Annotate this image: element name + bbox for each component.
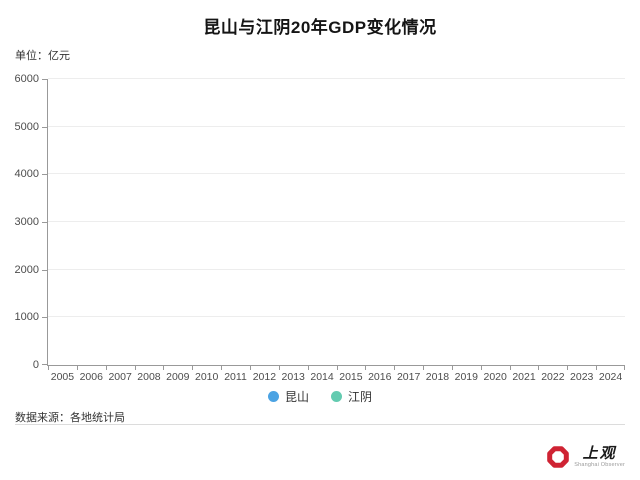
x-axis-tick — [279, 365, 280, 370]
x-axis-tick — [423, 365, 424, 370]
gridline — [48, 78, 625, 79]
y-axis-label: 3000 — [14, 216, 39, 228]
y-axis-label: 2000 — [14, 263, 39, 276]
y-axis-label: 4000 — [14, 168, 39, 181]
y-axis-tick — [42, 317, 48, 319]
x-axis-tick — [596, 365, 597, 370]
x-axis-label: 2023 — [570, 371, 594, 383]
page-title: 昆山与江阴20年GDP变化情况 — [203, 18, 437, 37]
x-axis-tick — [48, 365, 49, 370]
x-axis-tick — [452, 365, 453, 370]
y-axis-label: 6000 — [14, 73, 39, 85]
gridline — [48, 316, 625, 318]
gridline — [48, 173, 625, 175]
y-axis-tick — [42, 364, 48, 365]
legend-label: 江阴 — [348, 389, 373, 404]
x-axis-label: 2005 — [50, 371, 75, 383]
x-axis-tick — [192, 365, 193, 370]
x-axis-tick — [308, 365, 309, 370]
plot-area: 0 1000 2000 3000 4000 5000 6000 2005 2006 2007 200… — [15, 74, 625, 383]
x-axis-label: 2014 — [310, 371, 334, 383]
x-axis-label: 2022 — [541, 371, 565, 383]
x-axis-tick — [510, 365, 511, 370]
divider — [15, 424, 625, 425]
x-axis-tick — [106, 365, 107, 370]
logo-text: 上观 Shanghai Observer — [574, 443, 625, 469]
legend: 昆山 江阴 — [0, 388, 640, 404]
x-axis-tick — [365, 365, 366, 370]
y-axis-tick — [42, 126, 48, 128]
shangguan-logo: 上观 Shanghai Observer — [546, 445, 625, 469]
legend-marker-icon — [267, 390, 279, 402]
x-axis-tick — [567, 365, 568, 370]
x-axis-tick — [250, 365, 251, 370]
legend-label: 昆山 — [284, 389, 309, 404]
x-axis-label: 2021 — [512, 371, 536, 383]
y-axis-tick — [42, 269, 48, 271]
logo-subtitle: Shanghai Observer — [574, 461, 625, 468]
x-axis-label: 2007 — [108, 371, 132, 383]
y-axis-tick — [42, 222, 48, 223]
x-axis-tick — [337, 365, 338, 370]
source-label: 数据来源：各地统计局 — [15, 412, 125, 424]
x-axis-tick — [77, 365, 78, 370]
x-axis-label: 2009 — [166, 371, 190, 383]
x-axis-label: 2006 — [79, 371, 103, 383]
x-axis-label: 2012 — [252, 371, 277, 383]
y-axis-tick — [42, 174, 48, 176]
x-axis-label: 2018 — [425, 371, 450, 383]
x-axis-tick — [135, 365, 136, 370]
x-axis-tick — [394, 365, 395, 370]
x-axis-label: 2024 — [598, 371, 623, 383]
legend-marker-icon — [331, 390, 342, 402]
x-axis-label: 2016 — [368, 371, 392, 383]
gridline — [48, 125, 625, 127]
x-axis-tick — [163, 365, 164, 370]
x-axis-label: 2017 — [396, 371, 421, 383]
x-axis-label: 2010 — [194, 371, 219, 383]
y-axis-tick — [42, 79, 48, 80]
x-axis-tick — [538, 365, 539, 370]
y-axis-label: 5000 — [14, 120, 39, 133]
x-axis-label: 2008 — [137, 371, 161, 383]
unit-label: 单位：亿元 — [15, 50, 70, 62]
legend-item-江阴[interactable]: 江阴 — [331, 388, 372, 405]
logo-wordmark: 上观 — [582, 443, 617, 462]
y-axis-label: 1000 — [14, 311, 39, 324]
x-axis-label: 2019 — [454, 371, 478, 383]
shangguan-logo-icon — [547, 446, 570, 468]
x-axis-tick — [221, 365, 222, 370]
y-axis-label: 0 — [32, 359, 39, 371]
x-axis-tick — [624, 365, 625, 370]
gridline — [48, 268, 625, 270]
x-axis-label: 2020 — [483, 371, 507, 383]
x-axis-label: 2015 — [339, 371, 363, 383]
x-axis-label: 2011 — [224, 371, 247, 383]
x-axis-tick — [481, 365, 482, 370]
gridline — [48, 221, 625, 222]
x-axis-label: 2013 — [281, 371, 305, 383]
legend-item-昆山[interactable]: 昆山 — [267, 388, 309, 405]
